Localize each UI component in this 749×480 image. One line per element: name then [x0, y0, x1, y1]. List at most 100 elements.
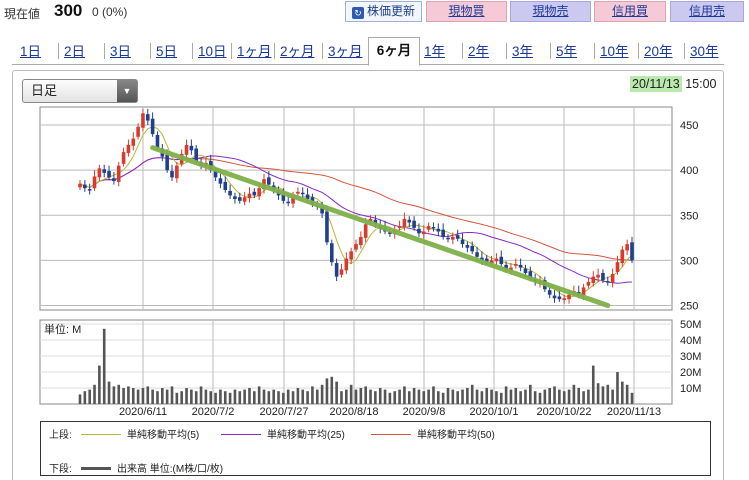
legend-ma5-label: 単純移動平均(5)	[127, 430, 200, 441]
volume-bar	[78, 394, 82, 404]
tab-8[interactable]: 6ヶ月	[368, 37, 420, 66]
volume-bar	[422, 391, 426, 404]
tab-12[interactable]: 5年	[556, 44, 578, 59]
candle-body	[451, 236, 455, 240]
volume-bar	[461, 389, 464, 404]
legend-lower-row: 下段:	[49, 460, 72, 475]
price-tick-label: 300	[680, 255, 698, 267]
margin-buy-button[interactable]: 信用買	[594, 1, 666, 22]
tab-separator	[684, 43, 685, 59]
candle-body	[325, 211, 329, 243]
candle-body	[233, 196, 237, 200]
volume-bar	[151, 389, 154, 404]
tab-2[interactable]: 3日	[110, 44, 132, 59]
volume-bar	[383, 389, 387, 404]
candle-body	[359, 236, 363, 246]
candle-body	[499, 256, 504, 264]
volume-bar	[441, 392, 445, 404]
volume-bar	[485, 388, 489, 404]
candle-body	[591, 276, 596, 283]
spot-sell-button[interactable]: 現物売	[510, 1, 591, 22]
candle-body	[504, 264, 508, 270]
candle-body	[213, 171, 218, 178]
tab-0[interactable]: 1日	[20, 44, 42, 59]
date-tick-label: 2020/6/11	[119, 406, 167, 418]
refresh-price-button[interactable]: ↻ 株価更新	[345, 1, 422, 22]
tab-7[interactable]: 3ヶ月	[328, 44, 363, 59]
tab-9[interactable]: 1年	[424, 44, 446, 59]
tab-3[interactable]: 5日	[156, 44, 178, 59]
candle-body	[102, 169, 107, 173]
tab-14[interactable]: 20年	[644, 44, 673, 59]
date-tick-label: 2020/7/2	[192, 406, 235, 418]
candle-body	[431, 226, 436, 229]
volume-bar	[499, 392, 503, 404]
candle-body	[136, 126, 140, 137]
volume-bar	[146, 386, 150, 404]
volume-bar	[233, 389, 237, 404]
candle-body	[296, 191, 300, 194]
tab-10[interactable]: 2年	[468, 44, 490, 59]
tab-1[interactable]: 2日	[64, 44, 86, 59]
tab-4[interactable]: 10日	[198, 44, 227, 59]
volume-bar	[349, 384, 353, 404]
candle-body	[78, 183, 82, 188]
volume-bar	[587, 389, 590, 404]
candle-period-select[interactable]: 日足 ▼	[22, 79, 138, 103]
volume-bar	[88, 389, 91, 404]
volume-bar	[199, 386, 203, 404]
tab-5[interactable]: 1ヶ月	[237, 44, 272, 59]
quote-bar: 現在値 300 0 (0%) ↻ 株価更新 現物買 現物売 信用買 信用売	[0, 0, 749, 24]
candle-body	[121, 152, 126, 164]
volume-bar	[107, 381, 111, 404]
volume-bar	[272, 389, 275, 404]
candle-body	[484, 258, 489, 263]
tab-11[interactable]: 3年	[512, 44, 534, 59]
volume-bar	[180, 391, 183, 404]
legend-ma5-swatch	[81, 434, 121, 435]
volume-bar	[161, 388, 164, 404]
candle-body	[470, 245, 475, 252]
volume-bar	[117, 384, 121, 404]
volume-bar	[185, 388, 188, 404]
volume-tick-label: 50M	[680, 319, 701, 331]
tab-separator	[192, 43, 193, 59]
volume-bar	[335, 381, 338, 404]
candle-body	[267, 177, 271, 185]
tab-6[interactable]: 2ヶ月	[280, 44, 315, 59]
candle-body	[601, 273, 605, 281]
candle-body	[189, 145, 194, 151]
volume-bar	[330, 376, 334, 404]
volume-bar	[533, 391, 537, 404]
legend-upper-row: 上段:	[49, 426, 72, 441]
candle-body	[465, 245, 470, 248]
volume-bar	[98, 365, 101, 404]
tab-separator	[506, 43, 507, 59]
spot-buy-button[interactable]: 現物買	[426, 1, 507, 22]
volume-bar	[524, 389, 527, 404]
date-tick-label: 2020/9/8	[403, 406, 446, 418]
candle-body	[344, 258, 349, 271]
volume-bar	[514, 388, 518, 404]
as-of-time: 15:00	[685, 77, 717, 91]
volume-bar	[112, 386, 116, 404]
volume-bar	[311, 386, 314, 404]
trend-line	[150, 145, 611, 308]
legend-ma50-label: 単純移動平均(50)	[417, 430, 495, 441]
tab-separator	[322, 43, 323, 59]
candle-body	[87, 189, 92, 191]
volume-bar	[388, 392, 392, 404]
tab-separator	[104, 43, 105, 59]
volume-bar	[519, 391, 522, 404]
candle-body	[237, 197, 242, 201]
candle-body	[165, 154, 169, 171]
volume-bar	[427, 389, 430, 404]
legend-ma50: 単純移動平均(50)	[371, 426, 495, 441]
candle-body	[150, 118, 155, 135]
legend-volume-swatch	[81, 467, 111, 470]
tab-13[interactable]: 10年	[600, 44, 629, 59]
margin-sell-button[interactable]: 信用売	[670, 1, 744, 22]
volume-bar	[417, 389, 421, 404]
tab-15[interactable]: 30年	[690, 44, 719, 59]
candle-body	[155, 134, 160, 148]
